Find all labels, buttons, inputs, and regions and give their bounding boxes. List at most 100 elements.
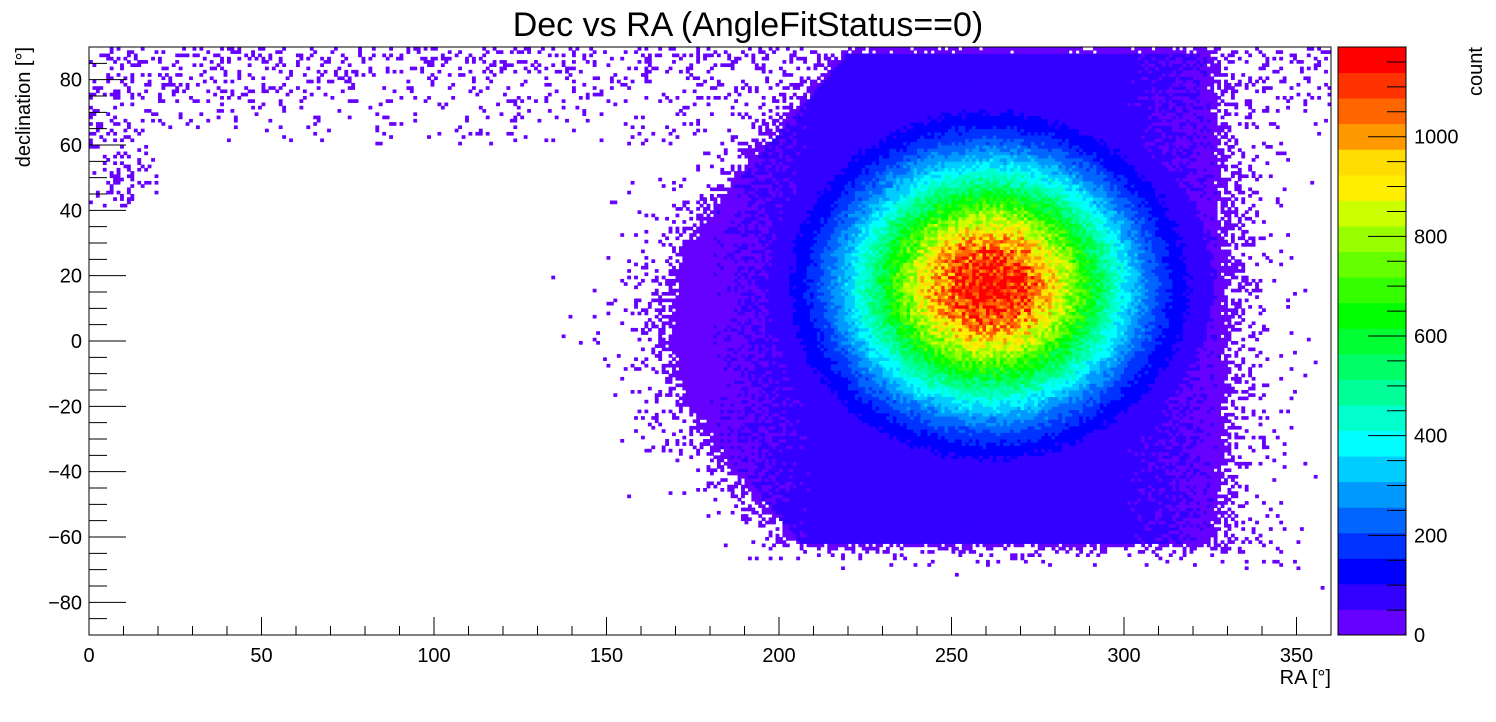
heatmap-cell [793, 478, 797, 482]
heatmap-cell [907, 521, 911, 525]
heatmap-cell [917, 524, 921, 528]
heatmap-cell [1103, 491, 1107, 495]
heatmap-cell [1259, 534, 1263, 538]
heatmap-cell [1058, 455, 1062, 459]
heatmap-cell [1076, 455, 1080, 459]
heatmap-cell [796, 514, 800, 518]
heatmap-cell [755, 501, 759, 505]
heatmap-cell [876, 508, 880, 512]
heatmap-cell [855, 439, 859, 443]
heatmap-cell [1221, 446, 1225, 450]
heatmap-cell [914, 517, 918, 521]
heatmap-cell [903, 488, 907, 492]
heatmap-cell [1245, 537, 1249, 541]
heatmap-cell [886, 547, 890, 551]
heatmap-cell [955, 485, 959, 489]
heatmap-cell [886, 459, 890, 463]
heatmap-cell [834, 495, 838, 499]
heatmap-cell [1069, 488, 1073, 492]
heatmap-cell [1134, 488, 1138, 492]
heatmap-cell [1069, 468, 1073, 472]
heatmap-cell [1141, 511, 1145, 515]
heatmap-cell [1138, 462, 1142, 466]
heatmap-cell [986, 481, 990, 485]
heatmap-cell [872, 511, 876, 515]
heatmap-cell [927, 472, 931, 476]
heatmap-cell [1000, 501, 1004, 505]
heatmap-cell [1086, 468, 1090, 472]
heatmap-cell [958, 478, 962, 482]
heatmap-cell [1031, 501, 1035, 505]
heatmap-cell [1196, 501, 1200, 505]
heatmap-cell [1234, 446, 1238, 450]
heatmap-cell [1117, 514, 1121, 518]
heatmap-cell [845, 514, 849, 518]
heatmap-cell [931, 488, 935, 492]
heatmap-cell [776, 527, 780, 531]
heatmap-cell [934, 537, 938, 541]
heatmap-cell [1007, 452, 1011, 456]
heatmap-cell [1069, 547, 1073, 551]
heatmap-cell [876, 481, 880, 485]
heatmap-cell [1179, 521, 1183, 525]
heatmap-cell [1045, 485, 1049, 489]
heatmap-cell [1076, 514, 1080, 518]
heatmap-cell [1083, 514, 1087, 518]
heatmap-cell [662, 449, 666, 453]
heatmap-cell [896, 498, 900, 502]
heatmap-cell [862, 462, 866, 466]
heatmap-cell [958, 537, 962, 541]
heatmap-cell [872, 530, 876, 534]
heatmap-cell [738, 481, 742, 485]
heatmap-cell [917, 449, 921, 453]
heatmap-cell [879, 478, 883, 482]
heatmap-cell [917, 481, 921, 485]
heatmap-cell [1072, 514, 1076, 518]
heatmap-cell [1003, 491, 1007, 495]
heatmap-cell [1069, 491, 1073, 495]
heatmap-cell [710, 446, 714, 450]
heatmap-cell [1155, 498, 1159, 502]
heatmap-cell [1276, 560, 1280, 564]
heatmap-cell [1110, 534, 1114, 538]
heatmap-cell [1086, 553, 1090, 557]
heatmap-cell [1141, 468, 1145, 472]
heatmap-cell [1172, 459, 1176, 463]
heatmap-cell [827, 540, 831, 544]
heatmap-cell [1045, 459, 1049, 463]
heatmap-cell [941, 478, 945, 482]
heatmap-cell [883, 521, 887, 525]
heatmap-cell [927, 485, 931, 489]
heatmap-cell [958, 488, 962, 492]
heatmap-cell [751, 540, 755, 544]
heatmap-cell [1169, 436, 1173, 440]
heatmap-cell [1217, 544, 1221, 548]
heatmap-cell [765, 481, 769, 485]
heatmap-cell [851, 508, 855, 512]
heatmap-cell [1131, 504, 1135, 508]
heatmap-cell [814, 468, 818, 472]
heatmap-cell [1127, 527, 1131, 531]
heatmap-cell [1114, 459, 1118, 463]
heatmap-cell [907, 501, 911, 505]
heatmap-cell [855, 521, 859, 525]
heatmap-cell [1024, 468, 1028, 472]
heatmap-cell [1141, 524, 1145, 528]
heatmap-cell [841, 449, 845, 453]
heatmap-cell [979, 455, 983, 459]
heatmap-cell [1069, 436, 1073, 440]
heatmap-cell [1045, 472, 1049, 476]
heatmap-cell [1014, 455, 1018, 459]
heatmap-cell [910, 465, 914, 469]
heatmap-cell [993, 468, 997, 472]
heatmap-cell [862, 472, 866, 476]
heatmap-cell [1131, 485, 1135, 489]
heatmap-cell [941, 498, 945, 502]
heatmap-cell [1159, 544, 1163, 548]
heatmap-cell [782, 462, 786, 466]
heatmap-cell [1010, 557, 1014, 561]
heatmap-cell [782, 544, 786, 548]
heatmap-cell [920, 472, 924, 476]
heatmap-cell [793, 485, 797, 489]
heatmap-cell [1221, 495, 1225, 499]
